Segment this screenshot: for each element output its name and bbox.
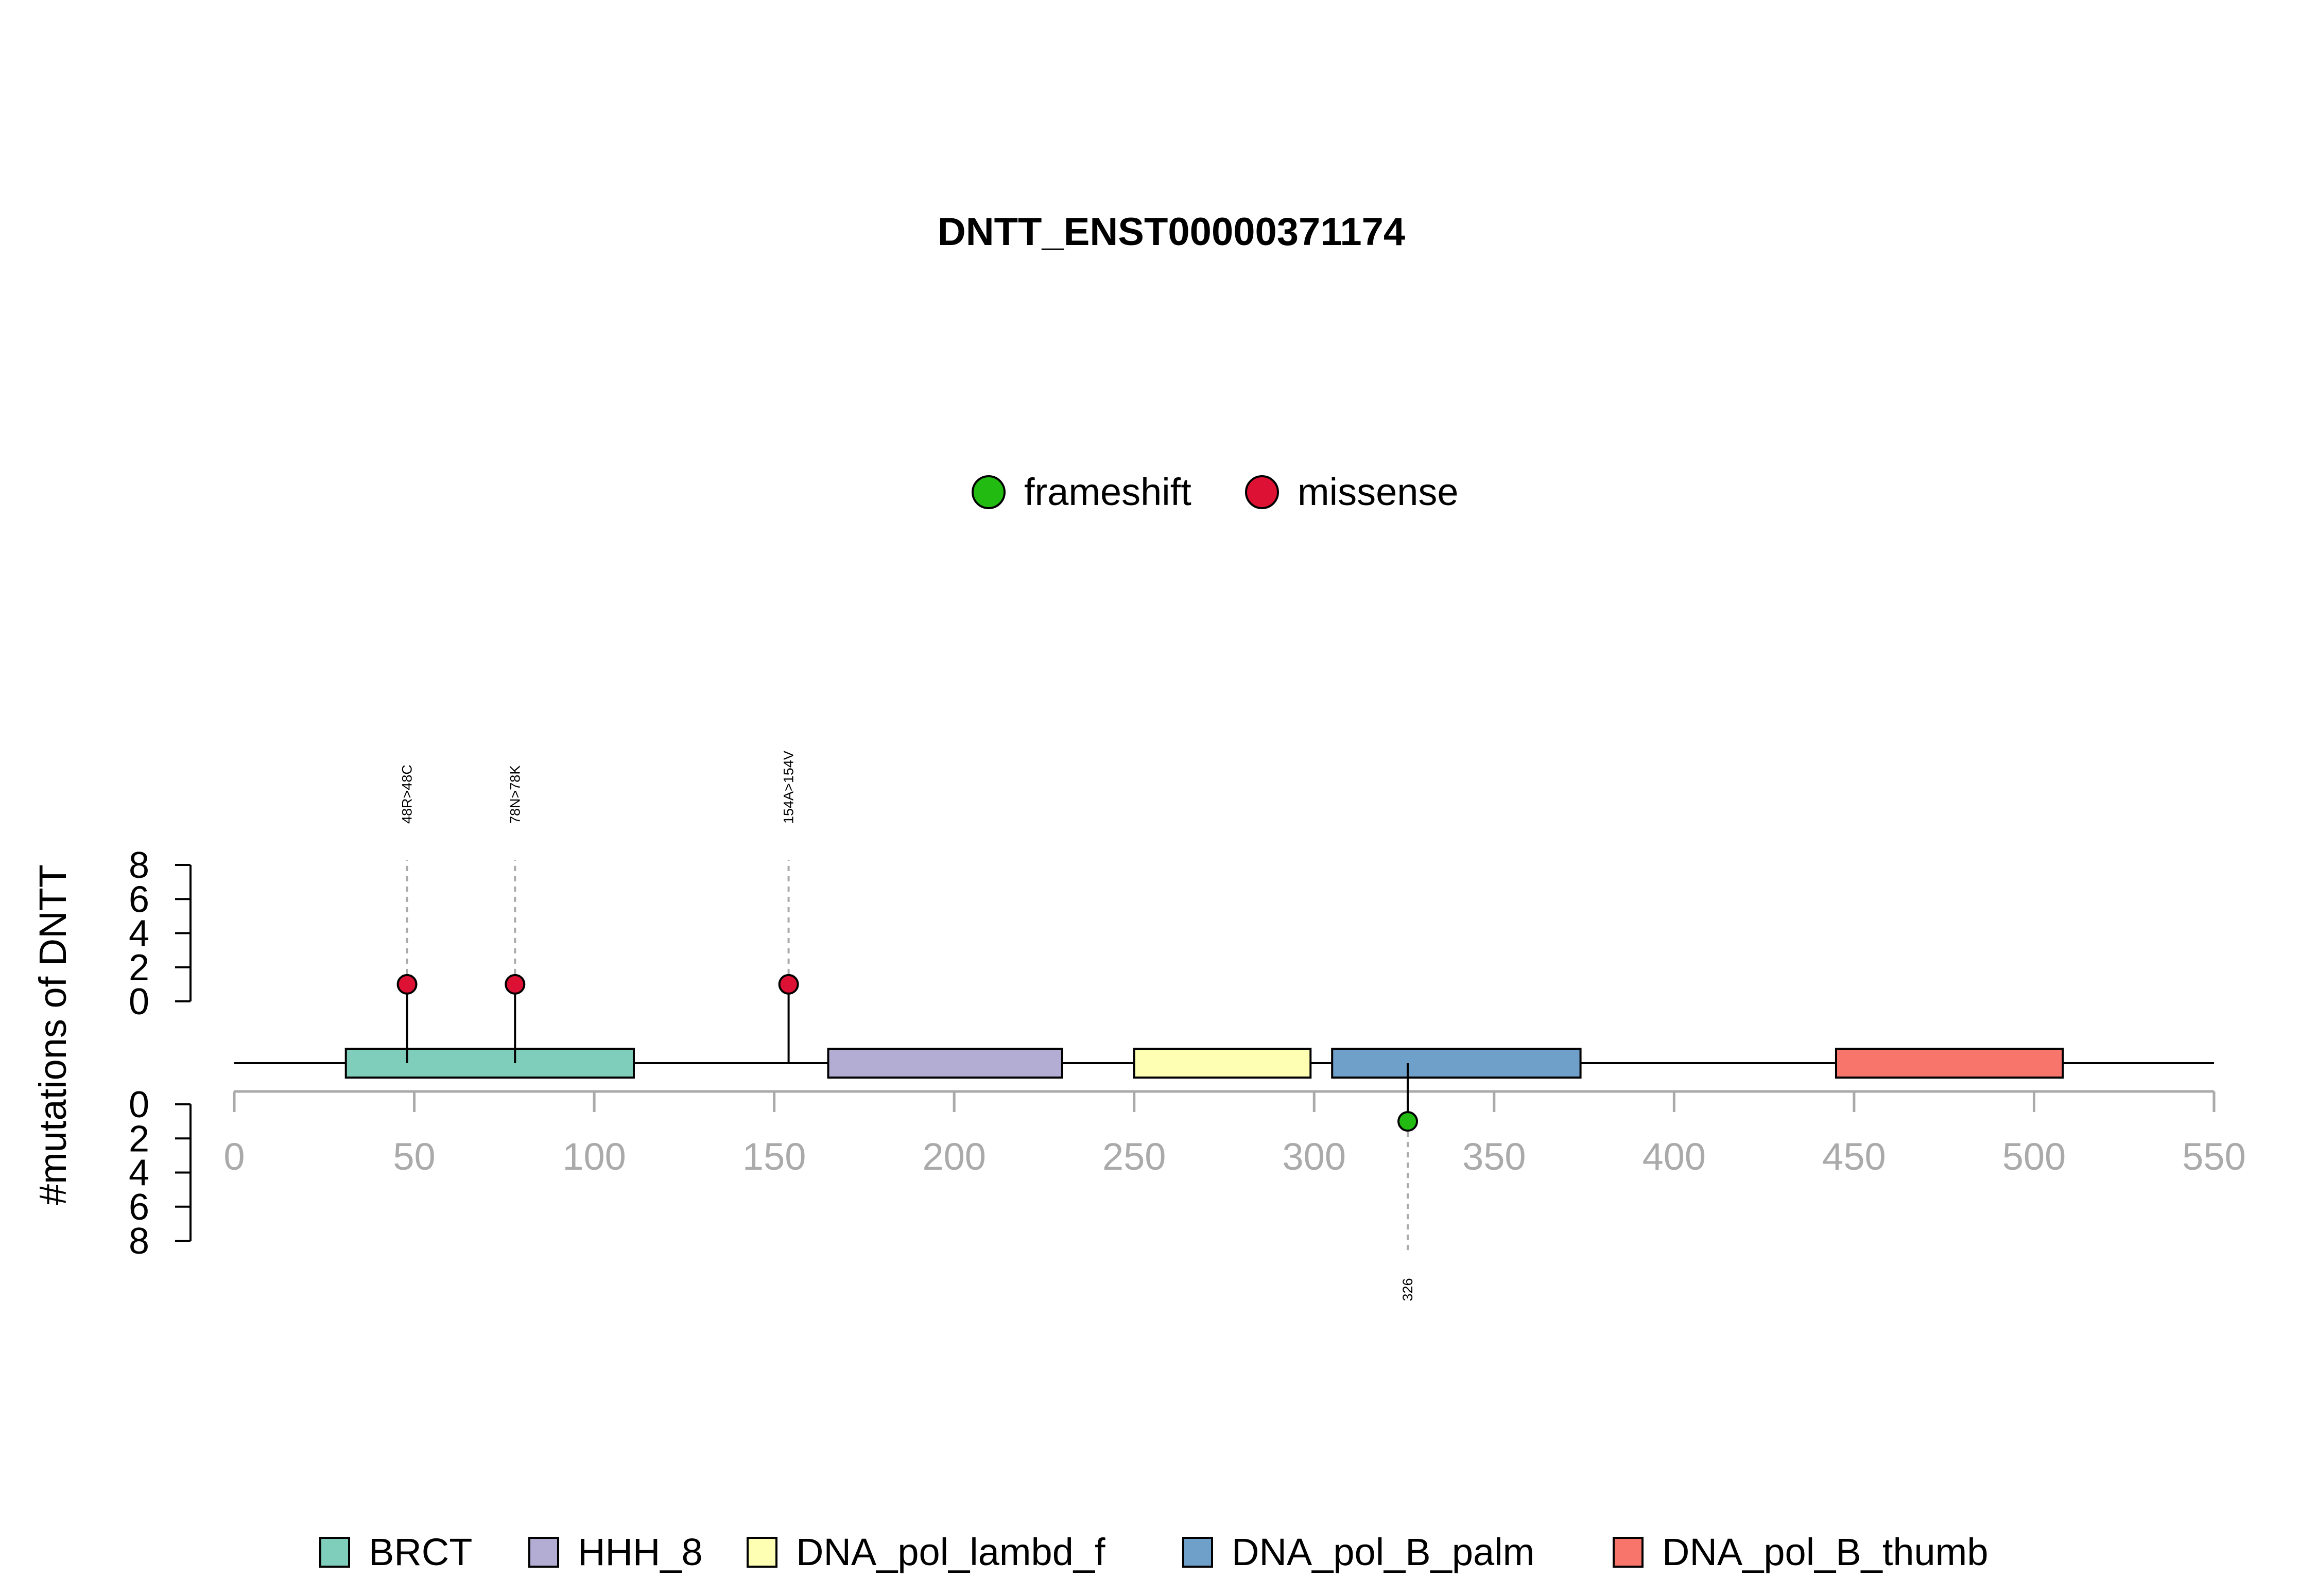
mutation-48-point [396,974,418,995]
domain-HHH_8 [827,1048,1063,1079]
legend-label-DNA_pol_B_palm: DNA_pol_B_palm [1232,1531,1534,1573]
legend-label-missense: missense [1298,471,1459,513]
legend-label-HHH_8: HHH_8 [578,1531,703,1573]
x-tick-label-100: 100 [562,1135,626,1178]
mutation-154-label: 154A>154V [781,751,797,824]
mutation-78-point [505,974,526,995]
mutation-154-point [778,974,799,995]
mutation-type-legend: frameshift missense [972,471,1459,513]
y-top-tick-label-6: 6 [129,879,149,920]
y-bottom-tick-label-2: 2 [129,1118,149,1159]
y-top-tick-label-2: 2 [129,947,149,988]
mutation-lollipops: 48R>48C 78N>78K 154A>154V 326 [396,751,1419,1302]
x-tick-label-550: 550 [2182,1135,2245,1178]
legend-label-DNA_pol_B_thumb: DNA_pol_B_thumb [1662,1531,1988,1573]
domain-legend: BRCT HHH_8 DNA_pol_lambd_f DNA_pol_B_palm DN… [319,1531,1988,1573]
x-tick-label-250: 250 [1102,1135,1166,1178]
y-top-tick-label-4: 4 [129,913,149,955]
mutation-78-label: 78N>78K [507,766,523,824]
x-tick-label-400: 400 [1642,1135,1706,1178]
chart-title: DNTT_ENST00000371174 [938,210,1405,254]
x-tick-label-50: 50 [393,1135,435,1178]
y-bottom-tick-label-8: 8 [129,1221,149,1262]
legend-label-BRCT: BRCT [369,1531,472,1573]
y-top-tick-label-8: 8 [129,845,149,886]
mutation-326-point [1397,1111,1419,1132]
legend-swatch-HHH_8 [528,1537,559,1568]
legend-marker-missense [1245,475,1279,509]
x-tick-label-450: 450 [1822,1135,1886,1178]
legend-swatch-DNA_pol_lambd_f [747,1537,777,1568]
x-tick-label-350: 350 [1462,1135,1526,1178]
legend-label-frameshift: frameshift [1024,471,1191,513]
legend-marker-frameshift [972,475,1006,509]
legend-label-DNA_pol_lambd_f: DNA_pol_lambd_f [796,1531,1105,1573]
x-tick-label-0: 0 [223,1135,245,1178]
legend-swatch-BRCT [319,1537,350,1568]
domain-DNA_pol_lambd_f [1133,1048,1312,1079]
x-tick-label-150: 150 [742,1135,806,1178]
y-top-tick-label-0: 0 [129,981,149,1022]
y-bottom-tick-label-4: 4 [129,1153,149,1194]
y-axis-label: #mutations of DNTT [31,864,74,1205]
mutation-48-label: 48R>48C [400,765,415,824]
x-tick-label-500: 500 [2002,1135,2066,1178]
y-bottom-tick-label-0: 0 [129,1084,149,1125]
protein-domains [344,1048,2064,1079]
x-tick-label-200: 200 [922,1135,985,1178]
mutation-326-label: 326 [1400,1278,1415,1301]
legend-swatch-DNA_pol_B_palm [1182,1537,1213,1568]
domain-DNA_pol_B_thumb [1835,1048,2064,1079]
y-bottom-tick-label-6: 6 [129,1187,149,1228]
domain-DNA_pol_B_palm [1331,1048,1582,1079]
domain-BRCT [344,1048,635,1079]
x-tick-label-300: 300 [1283,1135,1346,1178]
legend-swatch-DNA_pol_B_thumb [1613,1537,1644,1568]
x-axis: 0 50 100 150 200 250 300 350 400 450 500 550 [223,1090,2246,1178]
